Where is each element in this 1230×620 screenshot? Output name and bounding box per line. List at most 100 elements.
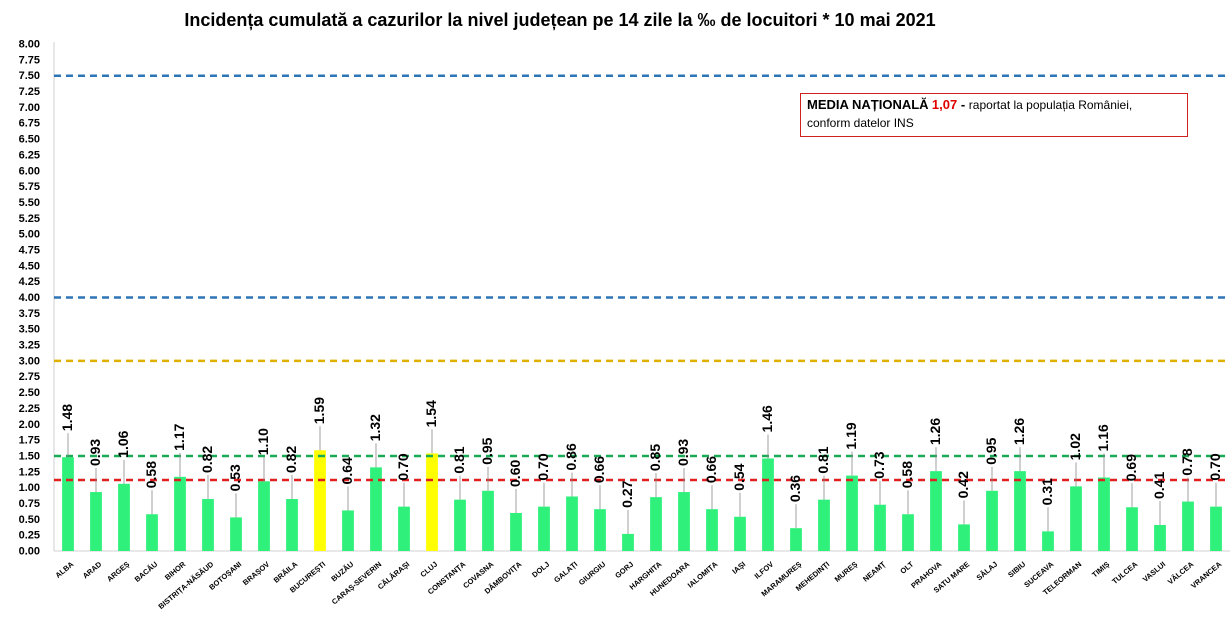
bar: [258, 481, 270, 551]
y-tick-label: 7.00: [19, 102, 40, 114]
bar: [1070, 486, 1082, 551]
bar: [594, 509, 606, 551]
value-label: 0.60: [507, 460, 523, 487]
value-label: 0.66: [591, 456, 607, 483]
value-label: 0.70: [1207, 453, 1223, 480]
category-label: BUZĂU: [329, 560, 355, 584]
value-label: 0.64: [339, 457, 355, 484]
value-label: 0.54: [731, 463, 747, 490]
bar: [146, 514, 158, 551]
bar: [426, 453, 438, 551]
category-label: TULCEA: [1110, 559, 1140, 586]
value-label: 0.78: [1179, 448, 1195, 475]
bars: [62, 450, 1222, 551]
y-tick-label: 3.75: [19, 308, 40, 320]
category-label: CARAȘ-SEVERIN: [330, 560, 383, 607]
note-value: 1,07: [931, 97, 958, 112]
value-label: 0.95: [479, 437, 495, 464]
bar: [454, 499, 466, 551]
national-average-note: MEDIA NAȚIONALĂ 1,07 - raportat la popul…: [800, 93, 1188, 137]
bar: [1126, 507, 1138, 551]
y-axis: 0.00 0.25 0.50 0.75 1.00 1.25 1.50 1.75 2.00 2.25…: [19, 39, 1230, 558]
bar: [734, 516, 746, 551]
category-label: ILFOV: [753, 560, 776, 581]
value-label: 1.59: [311, 397, 327, 424]
category-label: IALOMIȚA: [686, 559, 720, 590]
bar: [762, 458, 774, 551]
value-label: 1.26: [1011, 418, 1027, 445]
y-tick-label: 6.50: [19, 134, 40, 146]
bar: [202, 499, 214, 551]
value-label: 0.93: [675, 439, 691, 466]
y-tick-label: 5.00: [19, 229, 40, 241]
value-label: 0.69: [1123, 454, 1139, 481]
category-label: BIHOR: [163, 559, 188, 582]
reference-lines: [54, 74, 1230, 482]
y-tick-label: 5.50: [19, 197, 40, 209]
y-tick-label: 4.75: [19, 244, 40, 256]
value-label: 1.16: [1095, 424, 1111, 451]
category-label: MUREȘ: [833, 560, 860, 584]
value-label: 0.41: [1151, 472, 1167, 499]
category-label: SĂLAJ: [975, 560, 1000, 583]
value-label: 0.93: [87, 439, 103, 466]
category-label: VASLUI: [1141, 560, 1167, 584]
y-tick-label: 1.75: [19, 435, 40, 447]
y-tick-label: 5.25: [19, 213, 40, 225]
bar: [398, 506, 410, 551]
y-tick-label: 7.25: [19, 86, 40, 98]
note-text-line2: conform datelor INS: [807, 116, 914, 130]
note-text-line1: raportat la populația României,: [968, 98, 1133, 112]
value-label: 0.85: [647, 444, 663, 471]
value-label: 1.06: [115, 430, 131, 457]
bar: [174, 476, 186, 551]
category-label: ALBA: [54, 559, 76, 580]
value-label: 0.58: [899, 461, 915, 488]
y-tick-label: 1.25: [19, 466, 40, 478]
y-tick-label: 6.00: [19, 165, 40, 177]
y-tick-label: 3.25: [19, 340, 40, 352]
y-tick-label: 4.25: [19, 276, 40, 288]
y-tick-label: 2.00: [19, 419, 40, 431]
bar: [1182, 501, 1194, 551]
category-label: CLUJ: [418, 560, 439, 579]
value-label: 0.53: [227, 464, 243, 491]
category-label: BACĂU: [133, 560, 160, 584]
y-tick-label: 2.50: [19, 387, 40, 399]
value-label: 0.27: [619, 480, 635, 507]
category-label: VRANCEA: [1189, 559, 1224, 590]
value-label: 1.17: [171, 423, 187, 450]
category-label: OLT: [898, 559, 915, 575]
value-label: 0.73: [871, 451, 887, 478]
value-label: 0.42: [955, 471, 971, 498]
value-label: 0.82: [283, 446, 299, 473]
value-label: 1.32: [367, 414, 383, 441]
y-tick-label: 2.25: [19, 403, 40, 415]
y-tick-label: 8.00: [19, 39, 40, 51]
y-tick-label: 4.50: [19, 260, 40, 272]
value-label: 0.95: [983, 437, 999, 464]
bar: [678, 492, 690, 551]
bar: [286, 499, 298, 551]
category-label: GALAȚI: [552, 560, 579, 585]
value-label: 0.70: [535, 453, 551, 480]
category-label: GIURGIU: [577, 560, 607, 588]
value-label: 1.54: [423, 400, 439, 427]
y-tick-label: 4.00: [19, 292, 40, 304]
category-label: GORJ: [613, 560, 635, 581]
bar: [566, 496, 578, 551]
y-tick-label: 0.00: [19, 546, 40, 558]
bar: [846, 475, 858, 551]
bar: [1014, 471, 1026, 551]
y-tick-label: 6.25: [19, 149, 40, 161]
y-tick-label: 1.00: [19, 482, 40, 494]
value-label: 0.86: [563, 443, 579, 470]
category-label: DOLJ: [530, 560, 551, 580]
bar: [958, 524, 970, 551]
value-label: 0.81: [815, 446, 831, 473]
bar: [1042, 531, 1054, 551]
bar: [1154, 525, 1166, 551]
y-tick-label: 1.50: [19, 450, 40, 462]
value-label: 0.81: [451, 446, 467, 473]
bar: [790, 528, 802, 551]
